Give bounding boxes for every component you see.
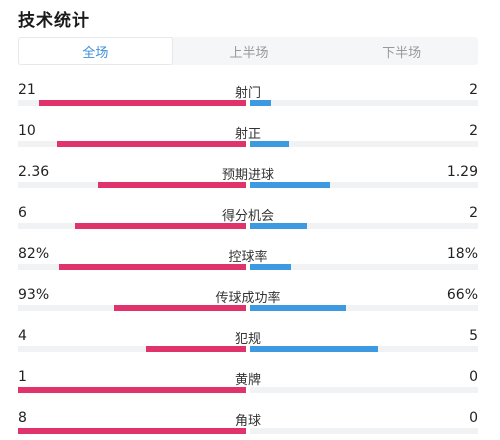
- home-bar-fill: [146, 346, 246, 352]
- home-bar-fill: [18, 428, 246, 434]
- tab-second-half[interactable]: 下半场: [382, 45, 422, 61]
- home-value: 93%: [18, 287, 50, 303]
- stat-label: 黄牌: [234, 373, 261, 388]
- home-bar-track: [18, 264, 246, 270]
- stat-row: 82% 控球率 18%: [18, 246, 478, 276]
- away-value: 2: [469, 82, 478, 98]
- away-bar-fill: [250, 223, 307, 229]
- stat-row: 1 黄牌 0: [18, 369, 478, 399]
- home-bar-fill: [18, 387, 246, 393]
- stat-label: 控球率: [228, 250, 268, 265]
- away-value: 0: [469, 410, 478, 426]
- stat-label: 传球成功率: [215, 291, 281, 306]
- stat-label: 预期进球: [221, 168, 274, 183]
- away-value: 2: [469, 123, 478, 139]
- away-bar-track: [250, 141, 478, 147]
- home-value: 6: [18, 205, 27, 221]
- away-bar-fill: [250, 141, 289, 147]
- away-bar-track: [250, 100, 478, 106]
- stat-row: 6 得分机会 2: [18, 205, 478, 235]
- home-bar-track: [18, 305, 246, 311]
- home-bar-fill: [114, 305, 246, 311]
- tab-first-half[interactable]: 上半场: [229, 45, 269, 61]
- home-value: 4: [18, 328, 27, 344]
- away-bar-track: [250, 182, 478, 188]
- away-bar-track: [250, 387, 478, 393]
- stat-row: 21 射门 2: [18, 82, 478, 112]
- stat-label: 得分机会: [221, 209, 274, 224]
- stat-label: 射门: [234, 86, 261, 101]
- home-value: 2.36: [18, 164, 50, 180]
- tab-full-match[interactable]: 全场: [18, 37, 173, 65]
- away-bar-track: [250, 346, 478, 352]
- stat-label: 角球: [234, 414, 261, 429]
- home-bar-track: [18, 346, 246, 352]
- home-value: 10: [18, 123, 36, 139]
- stat-row: 4 犯规 5: [18, 328, 478, 358]
- home-bar-track: [18, 141, 246, 147]
- stat-row: 8 角球 0: [18, 410, 478, 440]
- home-bar-fill: [98, 182, 246, 188]
- away-bar-track: [250, 223, 478, 229]
- away-value: 1.29: [446, 164, 478, 180]
- page-title: 技术统计: [18, 11, 90, 31]
- home-bar-track: [18, 182, 246, 188]
- stat-row: 10 射正 2: [18, 123, 478, 153]
- home-bar-fill: [75, 223, 246, 229]
- away-value: 18%: [446, 246, 478, 262]
- away-bar-fill: [250, 305, 346, 311]
- home-value: 21: [18, 82, 36, 98]
- away-bar-track: [250, 428, 478, 434]
- away-bar-track: [250, 264, 478, 270]
- away-bar-fill: [250, 264, 291, 270]
- period-tabs: 全场 上半场 下半场: [18, 37, 478, 65]
- away-value: 0: [469, 369, 478, 385]
- home-value: 8: [18, 410, 27, 426]
- home-bar-track: [18, 428, 246, 434]
- away-bar-fill: [250, 182, 330, 188]
- home-bar-track: [18, 223, 246, 229]
- home-bar-fill: [39, 100, 246, 106]
- away-value: 5: [469, 328, 478, 344]
- home-bar-track: [18, 387, 246, 393]
- away-bar-track: [250, 305, 478, 311]
- away-value: 66%: [446, 287, 478, 303]
- home-bar-track: [18, 100, 246, 106]
- home-bar-fill: [57, 141, 246, 147]
- home-value: 1: [18, 369, 27, 385]
- away-bar-fill: [250, 100, 271, 106]
- home-value: 82%: [18, 246, 50, 262]
- away-value: 2: [469, 205, 478, 221]
- stat-row: 93% 传球成功率 66%: [18, 287, 478, 317]
- home-bar-fill: [59, 264, 246, 270]
- away-bar-fill: [250, 346, 378, 352]
- stat-label: 射正: [234, 127, 261, 142]
- stat-label: 犯规: [234, 332, 261, 347]
- stat-row: 2.36 预期进球 1.29: [18, 164, 478, 194]
